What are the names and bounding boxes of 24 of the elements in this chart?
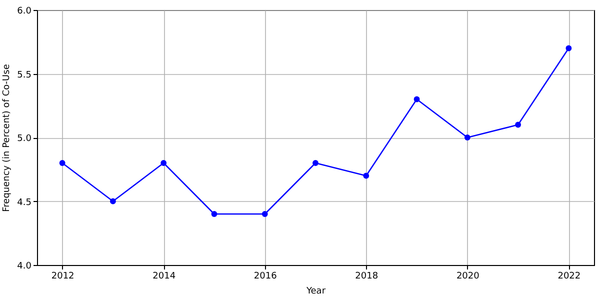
- point: [464, 134, 470, 140]
- point: [515, 122, 522, 128]
- x-tick-label: 2012: [51, 272, 74, 282]
- x-tick-label: 2016: [254, 272, 278, 282]
- x-tick-label: 2020: [456, 272, 480, 282]
- y-axis-title: Frequency (in Percent) of Co-Use: [2, 64, 12, 212]
- point: [59, 160, 66, 166]
- x-tick-label: 2022: [558, 272, 581, 282]
- point: [566, 45, 572, 52]
- y-tick-label: 5.5: [17, 70, 32, 80]
- point: [363, 172, 370, 179]
- point: [110, 198, 116, 204]
- y-tick-label: 5.0: [17, 134, 32, 144]
- point: [160, 160, 167, 166]
- point: [211, 211, 218, 217]
- y-tick-label: 4.0: [17, 262, 32, 272]
- point: [262, 211, 268, 217]
- point: [312, 160, 318, 166]
- x-tick-label: 2018: [355, 272, 378, 282]
- point: [414, 96, 420, 102]
- x-tick-label: 2014: [152, 272, 176, 282]
- x-axis-title: Year: [305, 286, 326, 296]
- y-tick-label: 4.5: [17, 198, 32, 208]
- y-tick-label: 6.0: [17, 6, 32, 16]
